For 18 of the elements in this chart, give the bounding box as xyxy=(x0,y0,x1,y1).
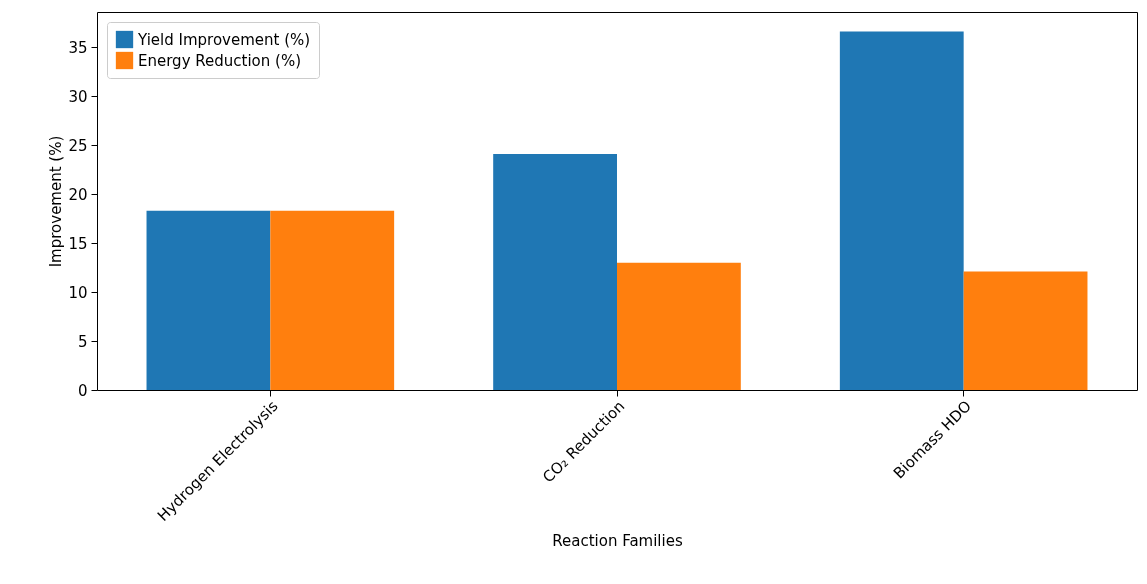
bar xyxy=(617,262,741,390)
bar xyxy=(493,153,617,390)
y-tick-label: 35 xyxy=(68,38,88,57)
y-tick-label: 25 xyxy=(68,136,88,155)
bar xyxy=(270,210,395,390)
bar xyxy=(963,271,1088,390)
bar xyxy=(146,210,271,390)
y-tick-label: 0 xyxy=(77,381,88,400)
y-tick-label: 5 xyxy=(77,332,88,351)
x-axis-title: Reaction Families xyxy=(552,532,683,551)
legend-label: Energy Reduction (%) xyxy=(138,51,301,70)
legend-label: Yield Improvement (%) xyxy=(137,30,311,49)
y-tick-label: 15 xyxy=(68,234,88,253)
y-tick-label: 20 xyxy=(68,185,88,204)
y-tick-label: 10 xyxy=(68,283,88,302)
y-tick-label: 30 xyxy=(68,87,88,106)
y-axis-title: Improvement (%) xyxy=(47,135,66,268)
bar xyxy=(839,31,964,390)
